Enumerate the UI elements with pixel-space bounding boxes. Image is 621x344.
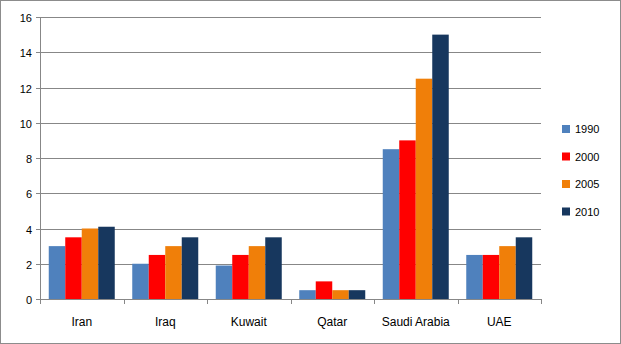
grid-line — [40, 123, 541, 124]
grid-line — [40, 17, 541, 18]
y-tick-label: 0 — [26, 294, 32, 306]
legend-label: 1990 — [575, 123, 599, 135]
legend-swatch — [562, 125, 570, 133]
y-tick — [36, 52, 40, 53]
page: {"chart_data": {"type": "bar", "categori… — [0, 0, 621, 344]
chart-frame — [1, 1, 621, 344]
bars — [49, 35, 533, 299]
y-tick — [36, 193, 40, 194]
chart-svg: 0 2 4 6 8 10 12 14 16 Iran Iraq Kuwait Qatar Saudi Ar… — [0, 0, 621, 344]
legend-label: 2005 — [575, 178, 599, 190]
grid-line — [40, 264, 541, 265]
bar — [82, 229, 99, 300]
grid-line — [40, 299, 541, 300]
x-tick — [124, 299, 125, 304]
x-tick-label: UAE — [487, 315, 512, 329]
legend-label: 2010 — [575, 206, 599, 218]
legend-swatch — [562, 180, 570, 188]
x-tick — [40, 299, 41, 304]
bar — [182, 237, 199, 299]
bar — [383, 149, 400, 299]
y-axis — [40, 17, 41, 299]
x-tick — [291, 299, 292, 304]
x-tick-label: Kuwait — [231, 315, 268, 329]
y-tick — [36, 88, 40, 89]
bar — [416, 79, 433, 299]
x-tick — [458, 299, 459, 304]
bar — [249, 246, 266, 299]
x-tick-label: Iraq — [155, 315, 176, 329]
y-tick-label: 10 — [20, 118, 32, 130]
bar — [299, 290, 316, 299]
x-tick — [374, 299, 375, 304]
grid-line — [40, 158, 541, 159]
y-tick-label: 14 — [20, 47, 32, 59]
bar — [466, 255, 483, 299]
bar — [349, 290, 366, 299]
y-tick — [36, 264, 40, 265]
x-tick — [207, 299, 208, 304]
y-tick — [36, 158, 40, 159]
y-tick-label: 8 — [26, 153, 32, 165]
legend-label: 2000 — [575, 151, 599, 163]
legend: 1990 2000 2005 2010 — [562, 123, 599, 218]
bar — [65, 237, 82, 299]
legend-swatch — [562, 208, 570, 216]
bar — [232, 255, 249, 299]
grid-line — [40, 88, 541, 89]
y-tick — [36, 123, 40, 124]
x-tick-label: Saudi Arabia — [382, 315, 450, 329]
bar — [483, 255, 500, 299]
y-tick-label: 12 — [20, 83, 32, 95]
bar — [98, 227, 115, 299]
y-tick — [36, 299, 40, 300]
bar — [149, 255, 166, 299]
bar — [316, 281, 333, 299]
legend-swatch — [562, 153, 570, 161]
bar — [332, 290, 349, 299]
y-tick — [36, 229, 40, 230]
bar — [432, 35, 449, 299]
bar — [132, 264, 149, 299]
y-tick-label: 2 — [26, 259, 32, 271]
bar — [516, 237, 533, 299]
y-tick-label: 16 — [20, 12, 32, 24]
y-tick-label: 4 — [26, 224, 32, 236]
bar — [499, 246, 516, 299]
chart-container: 0 2 4 6 8 10 12 14 16 Iran Iraq Kuwait Qatar Saudi Ar… — [0, 0, 621, 344]
y-tick — [36, 17, 40, 18]
bar — [165, 246, 182, 299]
x-tick — [541, 299, 542, 304]
bar — [399, 140, 416, 299]
bar — [265, 237, 282, 299]
x-tick-label: Qatar — [317, 315, 347, 329]
bar — [216, 266, 233, 299]
grid-line — [40, 229, 541, 230]
x-axis — [40, 299, 541, 300]
y-tick-label: 6 — [26, 188, 32, 200]
x-tick-label: Iran — [71, 315, 92, 329]
grid-line — [40, 193, 541, 194]
bar — [49, 246, 66, 299]
grid-line — [40, 52, 541, 53]
